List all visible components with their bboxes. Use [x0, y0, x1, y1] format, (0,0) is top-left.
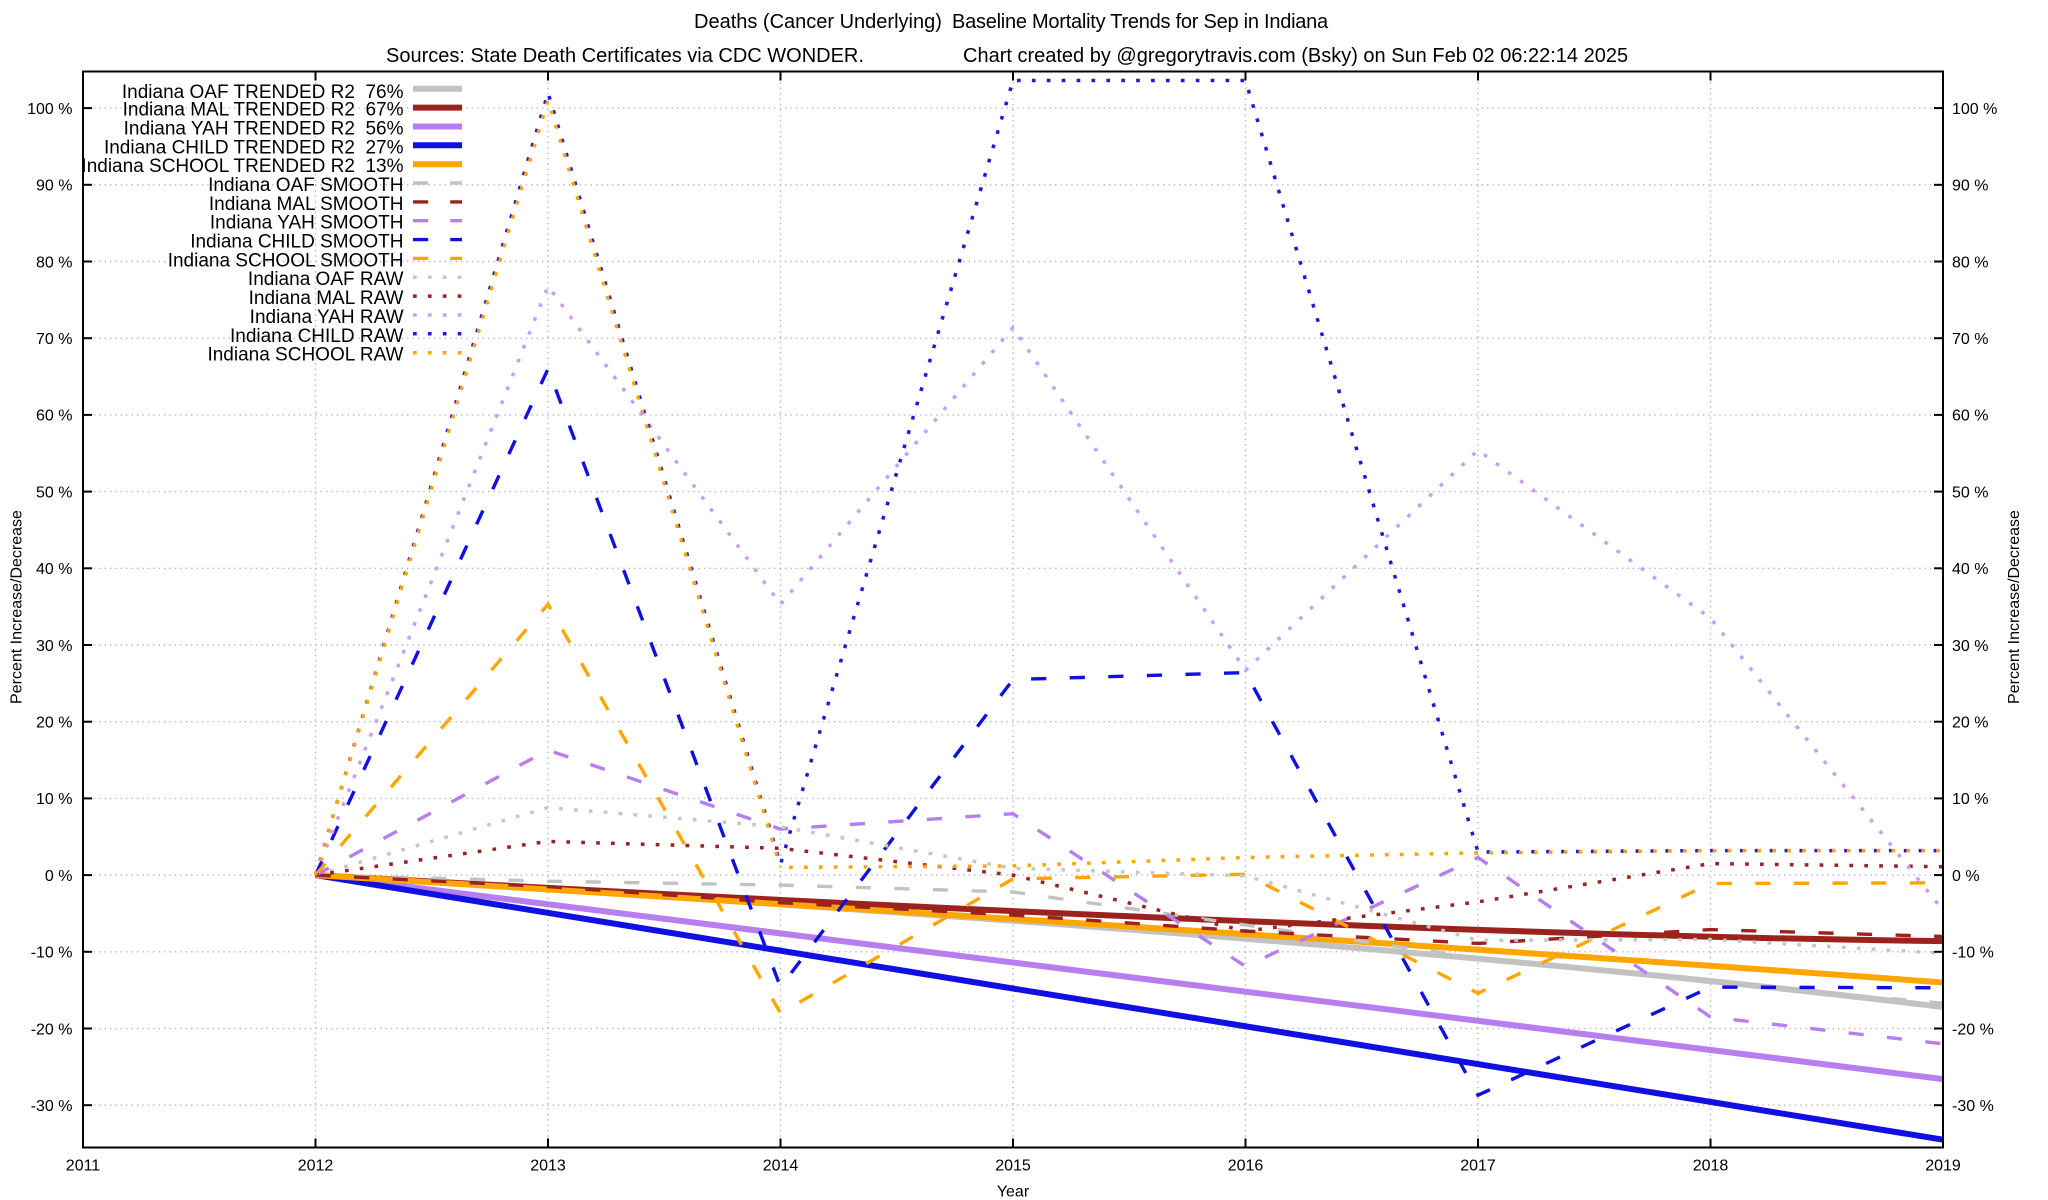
svg-text:2016: 2016 [1228, 1157, 1264, 1174]
svg-text:Year: Year [997, 1184, 1030, 1200]
svg-text:90 %: 90 % [1952, 178, 1988, 195]
svg-text:Indiana YAH SMOOTH: Indiana YAH SMOOTH [210, 213, 404, 234]
svg-text:2015: 2015 [995, 1157, 1031, 1174]
svg-text:-30 %: -30 % [31, 1098, 73, 1115]
svg-text:80 %: 80 % [1952, 254, 1988, 271]
svg-text:Indiana OAF SMOOTH: Indiana OAF SMOOTH [208, 175, 403, 196]
svg-text:Baseline Mortality Trends for: Baseline Mortality Trends for Sep in Ind… [952, 11, 1329, 33]
svg-text:Indiana SCHOOL SMOOTH: Indiana SCHOOL SMOOTH [168, 250, 404, 271]
svg-text:40 %: 40 % [1952, 561, 1988, 578]
svg-text:Indiana CHILD TRENDED R2 27%: Indiana CHILD TRENDED R2 27% [104, 137, 404, 158]
svg-text:-10 %: -10 % [31, 945, 73, 962]
svg-text:30 %: 30 % [1952, 638, 1988, 655]
svg-text:50 %: 50 % [1952, 484, 1988, 501]
svg-text:60 %: 60 % [36, 408, 72, 425]
svg-text:2018: 2018 [1693, 1157, 1729, 1174]
svg-text:Indiana MAL RAW: Indiana MAL RAW [249, 288, 404, 309]
svg-text:Chart created by @gregorytravi: Chart created by @gregorytravis.com (Bsk… [963, 45, 1628, 67]
svg-text:Sources: State Death Certifica: Sources: State Death Certificates via CD… [386, 45, 864, 67]
svg-text:2012: 2012 [298, 1157, 334, 1174]
svg-text:80 %: 80 % [36, 254, 72, 271]
svg-text:10 %: 10 % [36, 791, 72, 808]
svg-text:Deaths (Cancer Underlying): Deaths (Cancer Underlying) [694, 11, 942, 33]
svg-text:40 %: 40 % [36, 561, 72, 578]
svg-text:Percent Increase/Decrease: Percent Increase/Decrease [9, 510, 26, 704]
svg-text:Indiana YAH TRENDED R2 56%: Indiana YAH TRENDED R2 56% [124, 118, 404, 139]
svg-text:50 %: 50 % [36, 484, 72, 501]
svg-text:2014: 2014 [763, 1157, 799, 1174]
svg-text:0 %: 0 % [45, 868, 73, 885]
svg-text:10 %: 10 % [1952, 791, 1988, 808]
svg-text:70 %: 70 % [1952, 331, 1988, 348]
svg-text:90 %: 90 % [36, 178, 72, 195]
svg-text:0 %: 0 % [1952, 868, 1980, 885]
svg-text:-20 %: -20 % [31, 1021, 73, 1038]
svg-text:2019: 2019 [1925, 1157, 1961, 1174]
svg-text:Percent Increase/Decrease: Percent Increase/Decrease [2006, 510, 2023, 704]
svg-text:Indiana SCHOOL TRENDED R2 13%: Indiana SCHOOL TRENDED R2 13% [81, 156, 403, 177]
svg-text:2011: 2011 [66, 1157, 101, 1174]
svg-text:Indiana OAF TRENDED R2 76%: Indiana OAF TRENDED R2 76% [122, 82, 404, 103]
svg-text:Indiana YAH RAW: Indiana YAH RAW [250, 307, 404, 328]
svg-text:100 %: 100 % [27, 101, 72, 118]
svg-text:Indiana MAL TRENDED R2 67%: Indiana MAL TRENDED R2 67% [123, 100, 404, 121]
svg-text:2013: 2013 [530, 1157, 566, 1174]
svg-text:Indiana CHILD SMOOTH: Indiana CHILD SMOOTH [190, 232, 403, 253]
svg-text:2017: 2017 [1460, 1157, 1496, 1174]
svg-text:Indiana SCHOOL RAW: Indiana SCHOOL RAW [207, 345, 403, 366]
svg-text:Indiana CHILD RAW: Indiana CHILD RAW [230, 326, 404, 347]
svg-text:-10 %: -10 % [1952, 945, 1994, 962]
svg-text:20 %: 20 % [36, 715, 72, 732]
svg-text:30 %: 30 % [36, 638, 72, 655]
svg-text:20 %: 20 % [1952, 715, 1988, 732]
svg-text:100 %: 100 % [1952, 101, 1997, 118]
svg-text:Indiana MAL SMOOTH: Indiana MAL SMOOTH [209, 194, 404, 215]
svg-text:-30 %: -30 % [1952, 1098, 1994, 1115]
svg-text:70 %: 70 % [36, 331, 72, 348]
svg-text:-20 %: -20 % [1952, 1021, 1994, 1038]
svg-text:60 %: 60 % [1952, 408, 1988, 425]
svg-text:Indiana OAF RAW: Indiana OAF RAW [248, 269, 404, 290]
